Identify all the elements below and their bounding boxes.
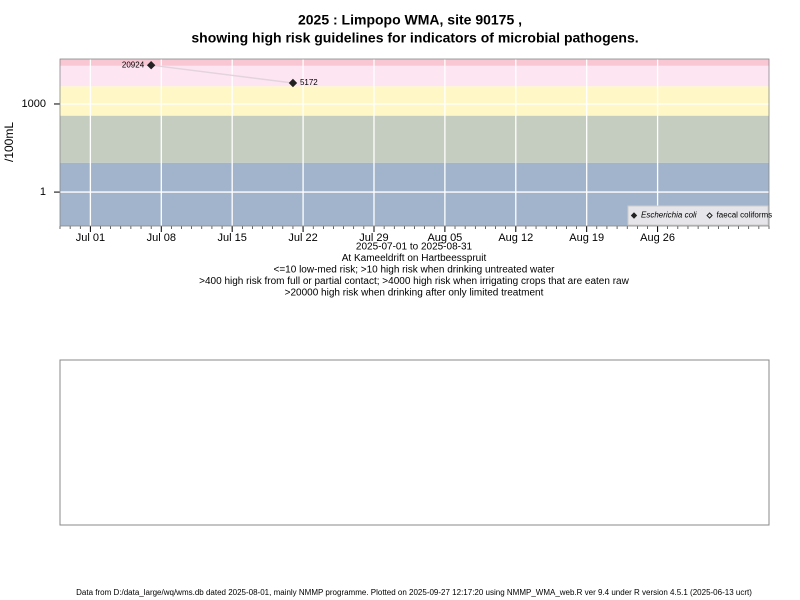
chart-title: 2025 : Limpopo WMA, site 90175 , [298,12,522,28]
y-tick-label: 1000 [22,98,46,110]
legend-marker [706,212,713,219]
subtitle: >400 high risk from full or partial cont… [199,276,629,287]
legend-box [627,205,769,226]
subtitle: 2025-07-01 to 2025-08-31 [356,242,473,253]
data-point [146,60,156,70]
subtitle: >20000 high risk when drinking after onl… [285,288,544,299]
x-tick-label: Jul 29 [359,232,388,244]
data-point [288,78,298,88]
empty-panel [59,359,770,526]
plot-frame [59,58,770,227]
x-tick-label: Aug 19 [569,232,604,244]
data-label: 5172 [300,78,318,87]
x-tick-label: Jul 22 [288,232,317,244]
x-tick-label: Jul 08 [147,232,176,244]
x-tick-label: Jul 01 [76,232,105,244]
subtitle: At Kameeldrift on Hartbeesspruit [342,253,487,264]
legend-label: Escherichia coli [641,211,697,220]
x-tick-label: Aug 05 [427,232,462,244]
series-line [151,64,294,84]
legend-marker [630,212,638,219]
data-label: 20924 [122,60,145,69]
chart-title: showing high risk guidelines for indicat… [191,30,638,46]
risk-band [60,59,769,66]
subtitle: <=10 low-med risk; >10 high risk when dr… [274,265,556,276]
x-tick-label: Aug 12 [498,232,533,244]
risk-band [60,65,769,87]
y-tick-label: 1 [40,186,46,198]
legend-label: faecal coliforms [717,211,773,220]
x-tick-label: Aug 26 [640,232,675,244]
footer: Data from D:/data_large/wq/wms.db dated … [76,588,752,597]
y-axis-label: /100mL [2,122,16,162]
x-tick-label: Jul 15 [218,232,247,244]
risk-band [60,86,769,116]
risk-band [60,115,769,163]
